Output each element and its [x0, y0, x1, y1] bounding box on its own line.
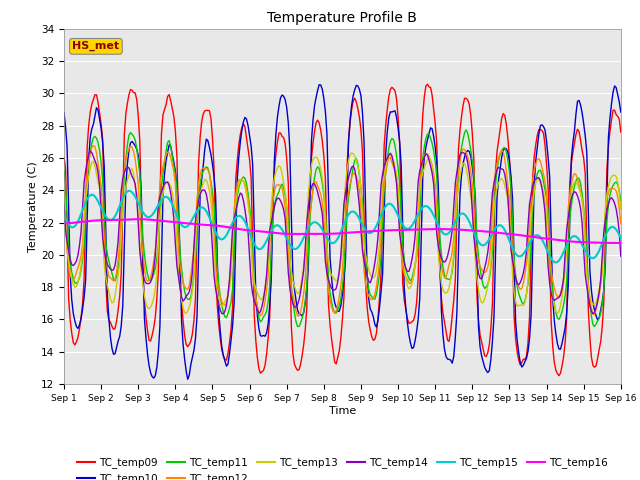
Line: TC_temp09: TC_temp09	[64, 84, 621, 376]
TC_temp09	[555, 373, 563, 379]
TC_temp10	[164, 149, 172, 155]
TC_temp14	[76, 243, 83, 249]
Line: TC_temp14: TC_temp14	[64, 151, 621, 314]
Line: TC_temp10: TC_temp10	[64, 84, 621, 379]
TC_temp11	[591, 324, 598, 329]
TC_temp11	[396, 180, 403, 185]
Legend: TC_temp09, TC_temp10, TC_temp11, TC_temp12, TC_temp13, TC_temp14, TC_temp15, TC_: TC_temp09, TC_temp10, TC_temp11, TC_temp…	[72, 453, 612, 480]
TC_temp13	[410, 273, 417, 279]
TC_temp12	[76, 260, 83, 266]
TC_temp12	[60, 192, 68, 197]
TC_temp10	[380, 213, 388, 218]
TC_temp09	[76, 326, 83, 332]
TC_temp15	[60, 213, 68, 219]
TC_temp10	[399, 226, 406, 231]
TC_temp13	[554, 311, 561, 316]
TC_temp12	[399, 264, 406, 270]
TC_temp09	[164, 94, 172, 99]
TC_temp11	[164, 140, 172, 145]
TC_temp14	[165, 183, 173, 189]
TC_temp16	[397, 227, 405, 233]
TC_temp16	[60, 221, 68, 227]
TC_temp11	[550, 301, 558, 307]
TC_temp14	[552, 297, 559, 302]
TC_temp15	[397, 219, 405, 225]
TC_temp10	[412, 338, 419, 344]
TC_temp09	[424, 81, 431, 87]
TC_temp12	[617, 221, 625, 227]
TC_temp10	[552, 331, 559, 337]
TC_temp15	[76, 215, 83, 221]
TC_temp09	[408, 319, 416, 324]
TC_temp10	[76, 322, 83, 328]
TC_temp13	[550, 302, 558, 308]
TC_temp15	[550, 259, 558, 265]
TC_temp11	[408, 276, 416, 282]
TC_temp15	[379, 209, 387, 215]
Y-axis label: Temperature (C): Temperature (C)	[28, 161, 38, 252]
TC_temp16	[617, 240, 625, 246]
TC_temp15	[165, 196, 173, 202]
Line: TC_temp13: TC_temp13	[64, 153, 621, 313]
TC_temp14	[220, 311, 227, 317]
TC_temp16	[76, 219, 83, 225]
TC_temp15	[617, 235, 625, 240]
TC_temp11	[60, 168, 68, 174]
TC_temp11	[76, 275, 83, 281]
TC_temp12	[90, 143, 97, 148]
TC_temp15	[410, 220, 417, 226]
TC_temp12	[165, 150, 173, 156]
TC_temp09	[617, 129, 625, 135]
TC_temp10	[316, 82, 323, 87]
Line: TC_temp16: TC_temp16	[64, 219, 621, 243]
TC_temp13	[379, 183, 387, 189]
Line: TC_temp12: TC_temp12	[64, 145, 621, 316]
TC_temp14	[86, 148, 94, 154]
TC_temp16	[550, 237, 558, 242]
TC_temp13	[348, 150, 356, 156]
TC_temp13	[617, 206, 625, 212]
TC_temp11	[377, 253, 385, 259]
TC_temp15	[125, 188, 133, 194]
Text: HS_met: HS_met	[72, 41, 120, 51]
TC_temp14	[617, 253, 625, 259]
TC_temp13	[164, 179, 172, 184]
TC_temp09	[550, 360, 558, 365]
TC_temp13	[397, 239, 405, 244]
TC_temp14	[380, 163, 388, 169]
TC_temp09	[377, 271, 385, 276]
TC_temp12	[380, 183, 388, 189]
TC_temp12	[552, 291, 559, 297]
TC_temp12	[294, 313, 301, 319]
TC_temp16	[165, 219, 173, 225]
TC_temp10	[617, 109, 625, 115]
Line: TC_temp15: TC_temp15	[64, 191, 621, 263]
TC_temp13	[60, 186, 68, 192]
TC_temp15	[552, 260, 559, 265]
Title: Temperature Profile B: Temperature Profile B	[268, 11, 417, 25]
TC_temp16	[612, 240, 620, 246]
TC_temp16	[379, 228, 387, 233]
TC_temp09	[396, 140, 403, 146]
TC_temp14	[412, 234, 419, 240]
TC_temp11	[462, 127, 470, 133]
TC_temp12	[412, 264, 419, 269]
TC_temp09	[60, 155, 68, 161]
TC_temp14	[399, 251, 406, 256]
TC_temp10	[184, 376, 191, 382]
TC_temp16	[136, 216, 143, 222]
TC_temp10	[60, 110, 68, 116]
TC_temp11	[617, 198, 625, 204]
X-axis label: Time: Time	[329, 406, 356, 416]
TC_temp13	[76, 273, 83, 279]
Line: TC_temp11: TC_temp11	[64, 130, 621, 326]
TC_temp14	[60, 201, 68, 207]
TC_temp16	[410, 227, 417, 232]
